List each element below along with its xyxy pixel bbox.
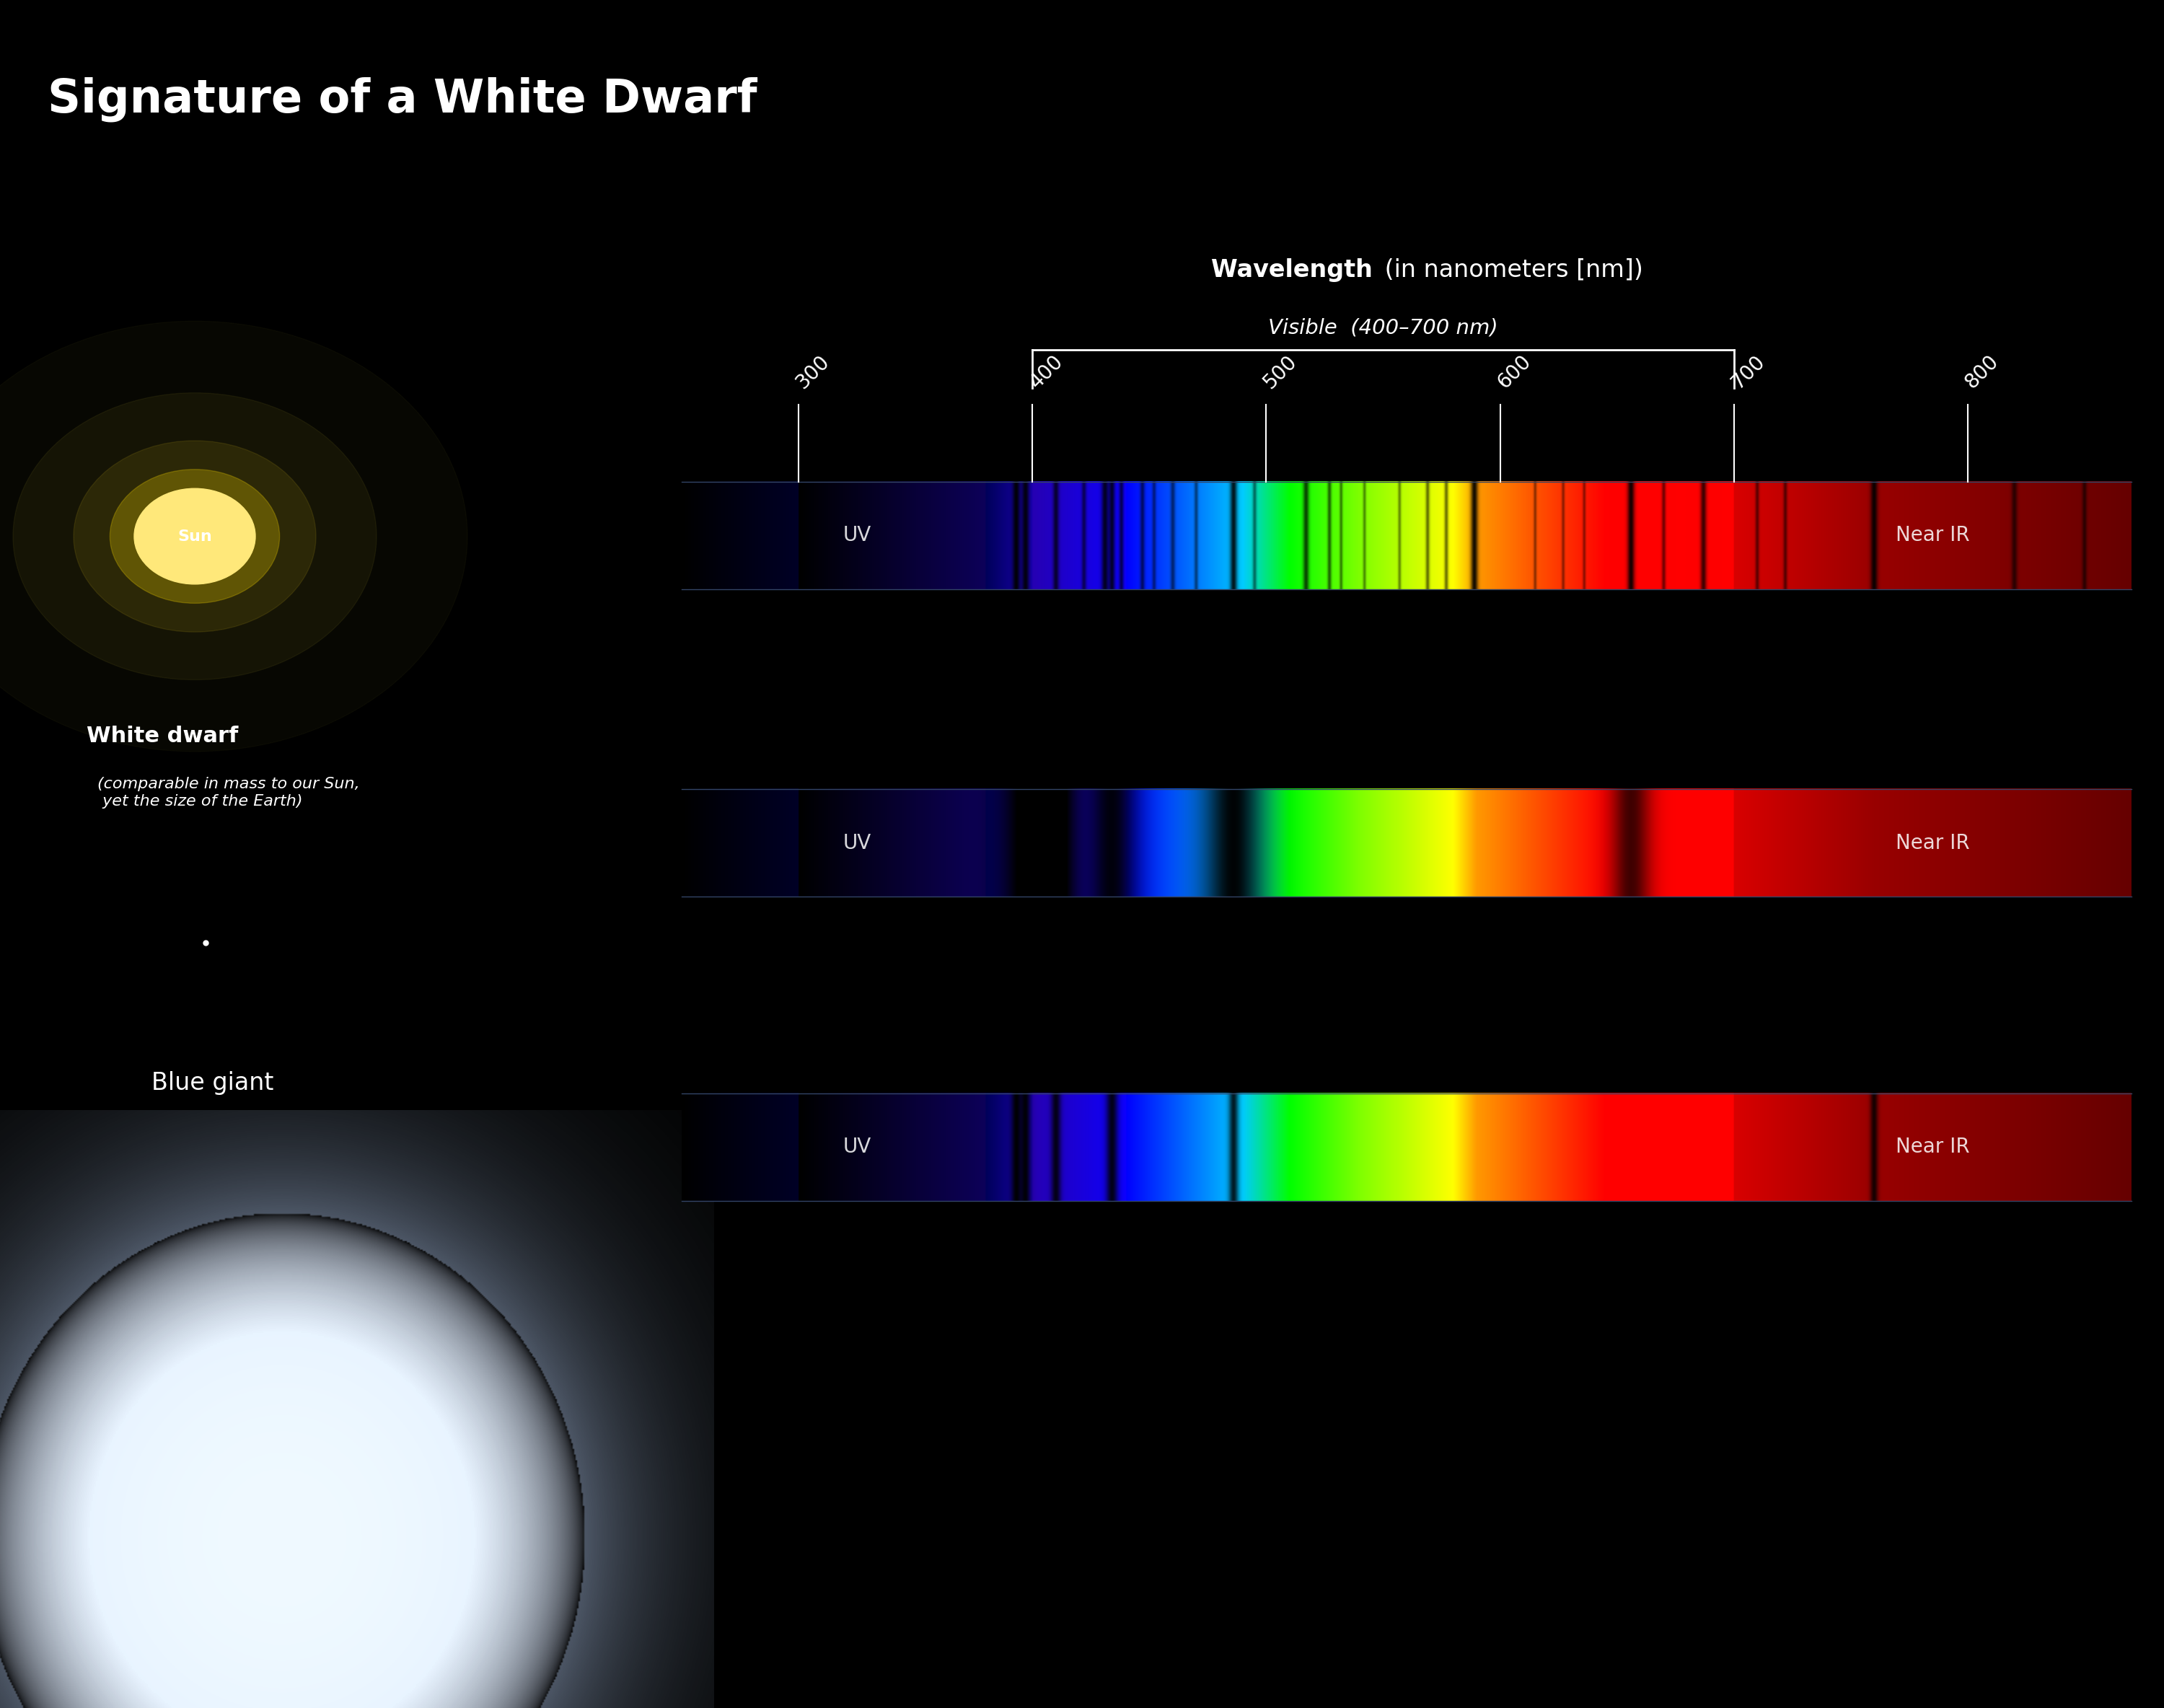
Text: UV: UV <box>844 1138 872 1156</box>
Text: (in nanometers [nm]): (in nanometers [nm]) <box>1376 258 1642 282</box>
Circle shape <box>110 470 279 603</box>
Text: White dwarf: White dwarf <box>87 726 238 746</box>
Text: Sun: Sun <box>177 529 212 543</box>
Text: Wavelength: Wavelength <box>1212 258 1372 282</box>
Text: UV: UV <box>844 834 872 852</box>
Text: 800: 800 <box>1961 352 2002 393</box>
Circle shape <box>13 393 377 680</box>
Text: Visible  (400–700 nm): Visible (400–700 nm) <box>1268 318 1497 338</box>
Circle shape <box>74 441 316 632</box>
Text: 500: 500 <box>1259 352 1301 393</box>
Text: Blue giant: Blue giant <box>151 1071 273 1095</box>
Text: UV: UV <box>844 526 872 545</box>
Text: 400: 400 <box>1026 352 1067 393</box>
Circle shape <box>134 488 255 584</box>
Text: Near IR: Near IR <box>1896 834 1969 852</box>
Text: Near IR: Near IR <box>1896 1138 1969 1156</box>
Text: 700: 700 <box>1727 352 1768 393</box>
Text: Signature of a White Dwarf: Signature of a White Dwarf <box>48 77 757 121</box>
Text: 300: 300 <box>792 352 833 393</box>
Text: Near IR: Near IR <box>1896 526 1969 545</box>
Text: (comparable in mass to our Sun,
 yet the size of the Earth): (comparable in mass to our Sun, yet the … <box>97 777 359 808</box>
Text: 600: 600 <box>1493 352 1534 393</box>
